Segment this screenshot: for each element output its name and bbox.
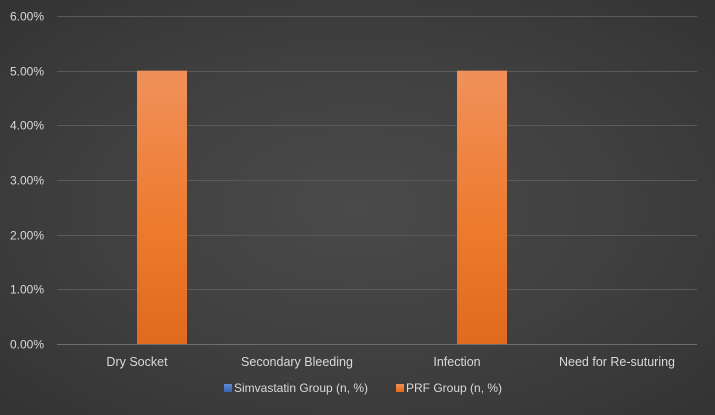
y-axis-tick-labels: 0.00% 1.00% 2.00% 3.00% 4.00% 5.00% 6.00% (10, 10, 44, 352)
legend-swatch-simvastatin (224, 384, 232, 392)
y-tick-label: 5.00% (10, 65, 44, 79)
bars (137, 70, 507, 345)
legend: Simvastatin Group (n, %) PRF Group (n, %) (224, 381, 502, 395)
y-tick-label: 6.00% (10, 10, 44, 24)
x-category-label: Need for Re-suturing (559, 355, 675, 369)
legend-swatch-prf (396, 384, 404, 392)
y-tick-label: 2.00% (10, 229, 44, 243)
x-category-label: Dry Socket (106, 355, 168, 369)
y-tick-label: 3.00% (10, 174, 44, 188)
bar-prf-2 (457, 70, 507, 345)
x-axis-category-labels: Dry Socket Secondary Bleeding Infection Nee… (106, 355, 675, 369)
legend-label-simvastatin: Simvastatin Group (n, %) (234, 381, 368, 395)
y-tick-label: 4.00% (10, 119, 44, 133)
y-tick-label: 1.00% (10, 283, 44, 297)
bar-prf-0 (137, 70, 187, 345)
x-category-label: Infection (433, 355, 480, 369)
y-tick-label: 0.00% (10, 338, 44, 352)
x-category-label: Secondary Bleeding (241, 355, 353, 369)
legend-label-prf: PRF Group (n, %) (406, 381, 502, 395)
